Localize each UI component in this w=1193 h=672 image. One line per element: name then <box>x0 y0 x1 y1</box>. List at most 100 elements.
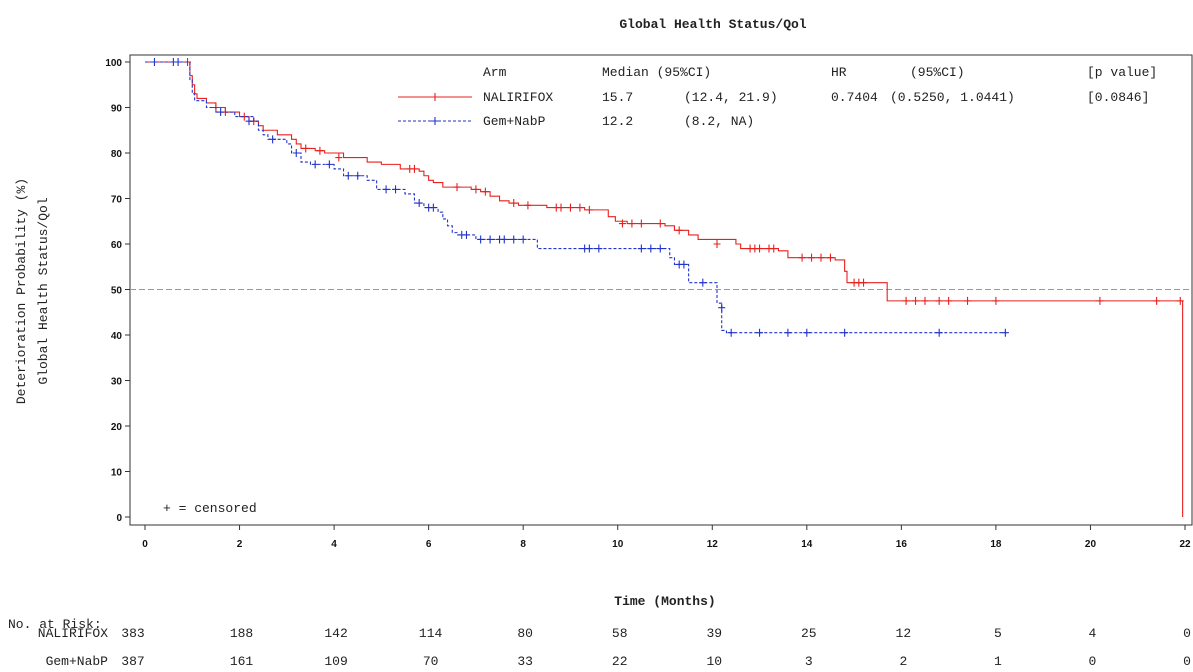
censor-mark <box>245 117 253 126</box>
at-risk-count: 3 <box>805 654 813 669</box>
x-tick-label: 10 <box>612 539 624 550</box>
at-risk-count: 58 <box>612 626 628 641</box>
series-nalirifox <box>145 58 1184 517</box>
legend-arm: NALIRIFOX <box>483 90 553 105</box>
y-tick-label: 60 <box>111 240 123 251</box>
at-risk-count: 142 <box>324 626 347 641</box>
censor-mark <box>217 108 225 117</box>
at-risk-count: 39 <box>706 626 722 641</box>
censor-mark <box>462 230 470 239</box>
y-axis-label: Deterioration Probability (%) Global Hea… <box>14 178 51 404</box>
at-risk-count: 33 <box>517 654 533 669</box>
km-curve-line <box>145 61 1006 334</box>
y-tick-label: 100 <box>105 58 122 69</box>
at-risk-arm-label: NALIRIFOX <box>38 626 108 641</box>
censor-mark <box>756 244 764 253</box>
series-gemnabp <box>145 58 1009 337</box>
legend-header-median: Median (95%CI) <box>602 65 711 80</box>
censor-mark <box>344 171 352 180</box>
censor-mark <box>1096 296 1104 305</box>
censor-mark <box>557 203 565 212</box>
censor-mark <box>964 296 972 305</box>
censor-mark <box>784 328 792 337</box>
y-tick-label: 70 <box>111 195 123 206</box>
legend-header-p: [p value] <box>1087 65 1157 80</box>
censor-mark <box>841 328 849 337</box>
at-risk-table: NALIRIFOX 383 188 142 114 80 58 39 25 12 5 4 0Gem+Na… <box>38 626 1191 669</box>
x-axis-label: Time (Months) <box>614 594 715 609</box>
at-risk-count: 10 <box>706 654 722 669</box>
censor-mark <box>1153 296 1161 305</box>
censor-mark <box>756 328 764 337</box>
censor-mark <box>354 171 362 180</box>
censor-mark <box>935 328 943 337</box>
at-risk-count: 5 <box>994 626 1002 641</box>
censor-mark <box>675 226 683 235</box>
censor-mark <box>500 235 508 244</box>
at-risk-count: 387 <box>121 654 144 669</box>
censor-mark <box>713 240 721 248</box>
censor-mark <box>902 296 910 305</box>
at-risk-count: 70 <box>423 654 439 669</box>
at-risk-count: 0 <box>1089 654 1097 669</box>
censor-mark <box>912 296 920 305</box>
at-risk-count: 1 <box>994 654 1002 669</box>
censor-mark <box>803 328 811 337</box>
legend-censor-mark <box>431 93 439 101</box>
censor-mark <box>477 235 485 244</box>
legend-median: 12.2 <box>602 114 633 129</box>
x-tick-label: 4 <box>331 539 337 550</box>
at-risk-count: 12 <box>896 626 912 641</box>
legend-p: [0.0846] <box>1087 90 1149 105</box>
y-tick-label: 0 <box>116 513 122 524</box>
y-tick-label: 80 <box>111 149 123 160</box>
censor-mark <box>566 203 574 212</box>
censor-mark <box>453 183 461 192</box>
censor-mark <box>637 244 645 253</box>
x-tick-label: 20 <box>1085 539 1097 550</box>
censor-mark <box>921 296 929 305</box>
censor-mark <box>798 253 806 262</box>
legend-hr-ci: (0.5250, 1.0441) <box>890 90 1015 105</box>
censor-mark <box>292 149 300 157</box>
censor-mark <box>935 296 943 305</box>
censor-mark <box>311 160 319 169</box>
censor-mark <box>637 219 645 228</box>
legend-header-ci: (95%CI) <box>910 65 965 80</box>
y-tick-label: 90 <box>111 104 123 115</box>
censor-mark <box>472 185 480 194</box>
x-tick-label: 6 <box>426 539 432 550</box>
at-risk-count: 0 <box>1183 654 1191 669</box>
legend-censor-mark <box>431 117 439 125</box>
censor-mark <box>770 244 778 253</box>
at-risk-count: 114 <box>419 626 443 641</box>
censor-mark <box>727 328 735 337</box>
censor-mark <box>1176 296 1184 305</box>
at-risk-count: 22 <box>612 654 628 669</box>
censor-mark <box>656 219 664 228</box>
censor-mark <box>415 199 423 208</box>
censor-note: + = censored <box>163 501 257 516</box>
censor-mark <box>429 203 437 212</box>
legend-median-ci: (12.4, 21.9) <box>684 90 778 105</box>
x-tick-label: 0 <box>142 539 148 550</box>
at-risk-count: 80 <box>517 626 533 641</box>
y-tick-label: 50 <box>111 286 123 297</box>
x-tick-label: 2 <box>237 539 243 550</box>
at-risk-count: 4 <box>1089 626 1097 641</box>
censor-mark <box>618 219 626 228</box>
censor-mark <box>335 153 343 162</box>
legend-header-hr: HR <box>831 65 847 80</box>
censor-mark <box>524 201 532 210</box>
censor-mark <box>817 253 825 262</box>
legend-arm: Gem+NabP <box>483 114 546 129</box>
y-tick-label: 30 <box>111 377 123 388</box>
censor-mark <box>595 244 603 253</box>
censor-mark <box>269 135 277 144</box>
x-tick-label: 22 <box>1179 539 1191 550</box>
at-risk-count: 2 <box>899 654 907 669</box>
censor-mark <box>1001 328 1009 337</box>
censor-mark <box>486 235 494 244</box>
at-risk-count: 188 <box>230 626 253 641</box>
